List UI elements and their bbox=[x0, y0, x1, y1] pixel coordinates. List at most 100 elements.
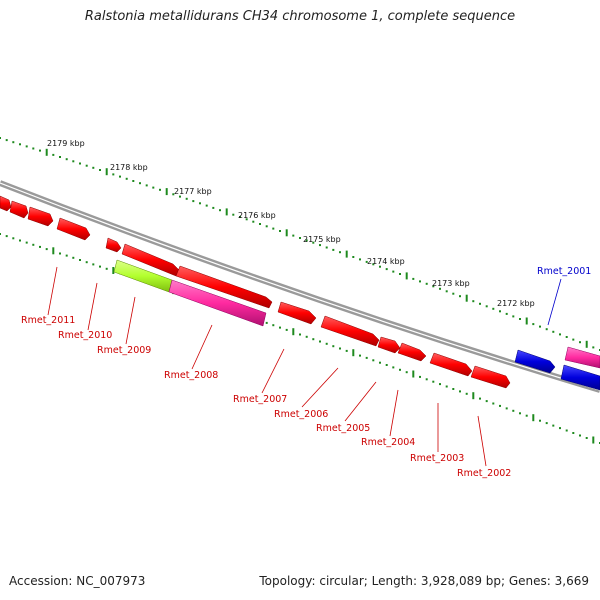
minor-tick bbox=[65, 158, 68, 161]
minor-tick bbox=[125, 177, 128, 180]
minor-tick bbox=[192, 200, 195, 203]
gene-label-rmet-2008: Rmet_2008 bbox=[164, 370, 218, 381]
minor-tick bbox=[99, 169, 101, 171]
minor-tick bbox=[505, 407, 508, 410]
minor-tick bbox=[159, 188, 161, 191]
major-tick bbox=[525, 317, 528, 325]
minor-tick bbox=[232, 213, 235, 216]
kbp-label-2176: 2176 kbp bbox=[238, 211, 276, 220]
minor-tick bbox=[559, 333, 561, 336]
gene-rmet-2001[interactable] bbox=[514, 349, 556, 374]
pseudo-feature-rmet-2008[interactable] bbox=[168, 279, 267, 327]
minor-tick bbox=[545, 328, 548, 331]
minor-tick bbox=[572, 432, 575, 434]
minor-tick bbox=[5, 139, 8, 142]
minor-tick bbox=[352, 256, 355, 258]
gene-pink-right-upper[interactable] bbox=[564, 346, 600, 369]
minor-tick bbox=[245, 218, 248, 221]
minor-tick bbox=[5, 235, 8, 238]
minor-tick bbox=[425, 378, 428, 381]
minor-tick bbox=[119, 175, 121, 178]
minor-tick bbox=[585, 437, 588, 439]
minor-tick bbox=[459, 295, 461, 298]
outer-tick-track bbox=[0, 137, 600, 351]
minor-tick bbox=[539, 419, 541, 422]
minor-tick bbox=[265, 225, 268, 228]
gene-rmet-2012[interactable] bbox=[0, 195, 12, 212]
minor-tick bbox=[332, 345, 335, 348]
minor-tick bbox=[85, 261, 88, 264]
minor-tick bbox=[25, 241, 28, 244]
minor-tick bbox=[139, 182, 141, 185]
minor-tick bbox=[299, 237, 301, 239]
minor-tick bbox=[459, 390, 461, 393]
minor-tick bbox=[339, 347, 341, 350]
minor-tick bbox=[565, 429, 568, 432]
minor-tick bbox=[132, 180, 135, 182]
minor-tick bbox=[279, 230, 281, 232]
minor-tick bbox=[465, 392, 468, 395]
minor-tick bbox=[452, 292, 455, 295]
minor-tick bbox=[485, 400, 488, 403]
minor-tick bbox=[339, 251, 341, 254]
minor-tick bbox=[445, 290, 448, 293]
gene-rmet-2011-part-a[interactable] bbox=[9, 200, 29, 219]
minor-tick bbox=[479, 302, 481, 305]
minor-tick bbox=[385, 268, 388, 271]
minor-tick bbox=[305, 239, 308, 242]
minor-tick bbox=[99, 265, 101, 268]
feature-track bbox=[113, 259, 600, 391]
gene-rmet-2009-small[interactable] bbox=[105, 237, 122, 253]
major-tick bbox=[405, 272, 408, 280]
gene-label-rmet-2010: Rmet_2010 bbox=[58, 330, 112, 341]
gene-rmet-2005[interactable] bbox=[377, 336, 401, 354]
kbp-labels: 2179 kbp 2178 kbp 2177 kbp 2176 kbp 2175… bbox=[47, 139, 535, 308]
minor-tick bbox=[79, 259, 81, 261]
minor-tick bbox=[519, 412, 521, 415]
minor-tick bbox=[552, 424, 555, 427]
minor-tick bbox=[572, 338, 575, 341]
gene-rmet-2011[interactable] bbox=[27, 206, 54, 227]
gene-rmet-2008-red[interactable] bbox=[175, 265, 273, 309]
gene-rmet-2004[interactable] bbox=[397, 342, 427, 362]
minor-tick bbox=[59, 156, 61, 158]
minor-tick bbox=[472, 300, 475, 303]
minor-tick bbox=[45, 248, 48, 251]
gene-blue-right-lower[interactable] bbox=[560, 364, 600, 391]
minor-tick bbox=[505, 312, 508, 315]
minor-tick bbox=[185, 197, 188, 200]
gene-label-rmet-2006: Rmet_2006 bbox=[274, 409, 328, 420]
minor-tick bbox=[399, 368, 401, 371]
minor-tick bbox=[65, 254, 68, 257]
minor-tick bbox=[325, 246, 328, 249]
gene-rmet-2003[interactable] bbox=[429, 352, 473, 377]
minor-tick bbox=[32, 147, 35, 150]
gene-rmet-2002[interactable] bbox=[470, 365, 511, 389]
minor-tick bbox=[219, 209, 221, 212]
minor-tick bbox=[152, 186, 155, 189]
kbp-label-2175: 2175 kbp bbox=[303, 235, 341, 244]
gene-label-rmet-2009: Rmet_2009 bbox=[97, 345, 151, 356]
minor-tick bbox=[12, 237, 15, 240]
minor-tick bbox=[432, 380, 435, 383]
kbp-label-2172: 2172 kbp bbox=[497, 299, 535, 308]
major-tick bbox=[412, 370, 415, 378]
minor-tick bbox=[452, 388, 455, 390]
gene-rmet-2007[interactable] bbox=[277, 301, 317, 325]
minor-tick bbox=[272, 324, 275, 327]
kbp-label-2174: 2174 kbp bbox=[367, 257, 405, 266]
minor-tick bbox=[419, 375, 421, 378]
gene-rmet-2006[interactable] bbox=[320, 315, 380, 347]
minor-tick bbox=[332, 248, 335, 251]
forward-gene-track bbox=[0, 195, 600, 389]
gene-rmet-2010[interactable] bbox=[56, 217, 91, 241]
minor-tick bbox=[379, 361, 381, 364]
major-tick bbox=[52, 247, 55, 255]
minor-tick bbox=[305, 335, 308, 338]
minor-tick bbox=[552, 330, 555, 333]
kbp-label-2178: 2178 kbp bbox=[110, 163, 148, 172]
minor-tick bbox=[379, 265, 381, 268]
minor-tick bbox=[299, 333, 301, 336]
